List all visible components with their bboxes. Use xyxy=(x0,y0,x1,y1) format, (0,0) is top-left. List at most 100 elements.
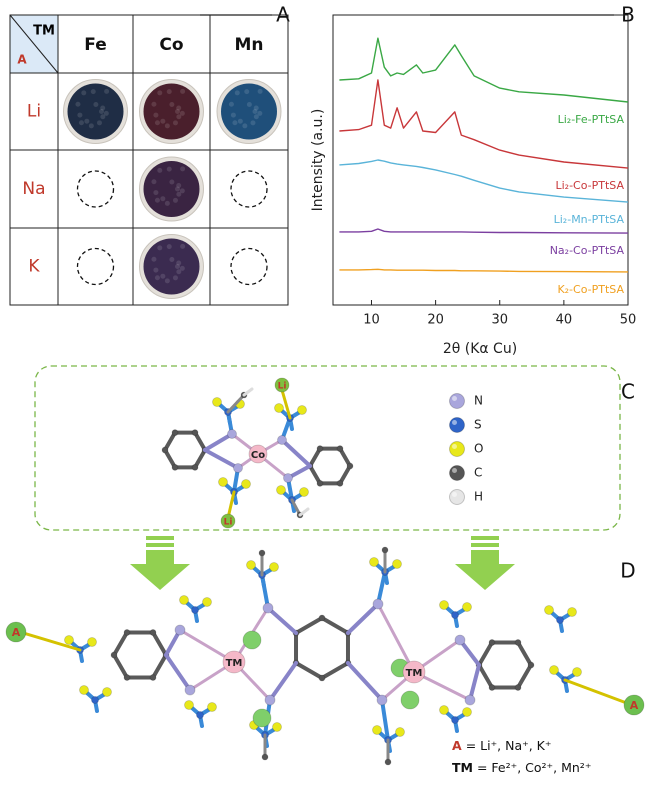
bond xyxy=(226,393,246,414)
bond xyxy=(458,638,481,667)
column-header: Co xyxy=(159,35,183,55)
atom xyxy=(264,694,276,706)
powder-grain xyxy=(160,118,166,124)
series-label: Na₂-Co-PTtSA xyxy=(550,244,625,257)
powder-grain xyxy=(99,109,104,114)
bond xyxy=(266,606,299,635)
bond xyxy=(163,448,177,470)
atom xyxy=(384,758,392,766)
atom xyxy=(161,446,169,454)
bond xyxy=(516,663,533,690)
alkali-label: Li xyxy=(224,518,233,528)
atom xyxy=(451,611,459,619)
atom xyxy=(218,477,228,487)
bond xyxy=(563,678,634,707)
bond xyxy=(308,446,322,468)
atom xyxy=(233,463,243,473)
powder-grain xyxy=(169,179,175,185)
atom xyxy=(123,629,131,636)
atom xyxy=(274,403,284,413)
bond xyxy=(345,602,380,635)
legend-atom-label: O xyxy=(474,442,483,456)
atom xyxy=(372,598,384,610)
legend-atom xyxy=(449,441,465,457)
x-tick-label: 50 xyxy=(620,313,637,328)
a-label: A xyxy=(12,626,21,639)
powder-grain xyxy=(232,120,238,126)
atom xyxy=(369,557,379,567)
bond xyxy=(338,446,352,468)
powder-grain xyxy=(164,200,170,206)
legend-entry: A = Li⁺, Na⁺, K⁺ xyxy=(452,738,551,753)
powder xyxy=(143,238,200,295)
atom xyxy=(222,650,246,674)
powder-grain xyxy=(75,101,81,107)
powder-grain xyxy=(250,120,256,126)
powder-grain xyxy=(180,166,186,172)
atom xyxy=(252,708,272,728)
powder-grain xyxy=(151,101,157,107)
atom xyxy=(241,479,251,489)
atom xyxy=(261,753,269,761)
arrows xyxy=(130,536,515,590)
powder-grain xyxy=(77,112,83,118)
bond xyxy=(376,602,416,674)
bond xyxy=(477,640,494,667)
atom xyxy=(79,685,89,695)
bond xyxy=(203,432,234,452)
bond xyxy=(268,661,299,702)
bond xyxy=(477,663,494,690)
powder-grain xyxy=(169,102,175,108)
powder-grain xyxy=(104,88,110,94)
atom xyxy=(400,690,420,710)
empty-cell xyxy=(76,247,115,286)
bond xyxy=(320,616,350,635)
bond xyxy=(164,653,192,692)
y-axis-label: Intensity (a.u.) xyxy=(310,109,326,212)
atom xyxy=(196,711,204,719)
powder-grain xyxy=(157,245,163,251)
atom xyxy=(514,684,522,691)
powder xyxy=(143,83,200,140)
bond xyxy=(193,430,207,452)
atom xyxy=(372,725,382,735)
atom xyxy=(87,637,97,647)
corner-bottom: A xyxy=(17,53,27,67)
empty-cell xyxy=(76,170,115,208)
powder xyxy=(67,83,124,140)
powder-grain xyxy=(160,273,166,279)
powder-grain xyxy=(257,88,263,94)
corner-top: TM xyxy=(33,24,55,39)
powder-grain xyxy=(179,110,185,116)
bond xyxy=(320,661,350,680)
legend-atom-label: C xyxy=(474,466,482,480)
atom xyxy=(336,479,344,487)
bond xyxy=(298,507,310,517)
atom xyxy=(283,473,293,483)
atom xyxy=(149,629,157,636)
atom xyxy=(276,485,286,495)
legend-text: = Fe²⁺, Co²⁺, Mn²⁺ xyxy=(477,760,591,775)
legend-atom-shine xyxy=(452,444,457,449)
powder-grain xyxy=(246,102,252,108)
tm-label: TM xyxy=(226,658,243,669)
atom xyxy=(242,630,262,650)
powder-grain xyxy=(166,244,172,250)
legend-atom xyxy=(449,417,465,433)
powder-grain xyxy=(84,118,90,124)
atom xyxy=(544,605,554,615)
powder-grain xyxy=(90,89,96,95)
x-tick-label: 30 xyxy=(491,313,508,328)
powder-grain xyxy=(154,275,160,281)
empty-cell xyxy=(230,247,268,286)
powder-grain xyxy=(103,110,109,116)
powder-grain xyxy=(242,123,248,129)
legend-symbol: TM xyxy=(452,760,473,775)
atom xyxy=(299,487,309,497)
xrd-curve xyxy=(339,79,629,169)
powder-grain xyxy=(172,197,178,203)
bond xyxy=(112,630,129,657)
alkali-label: Li xyxy=(278,382,287,392)
xrd-curve xyxy=(339,159,629,203)
powder xyxy=(221,83,277,140)
